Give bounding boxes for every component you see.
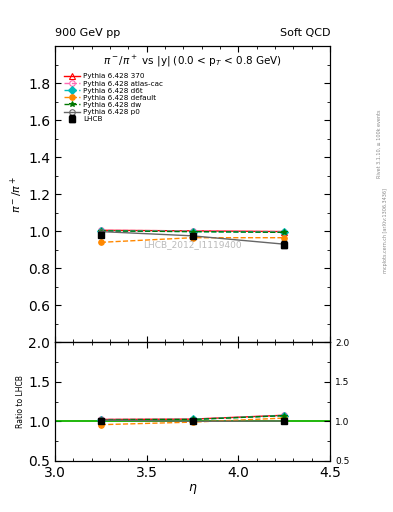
Pythia 6.428 default xyxy=(99,239,103,245)
Line: Pythia 6.428 p0: Pythia 6.428 p0 xyxy=(98,229,287,247)
Pythia 6.428 p0 xyxy=(282,241,286,247)
Pythia 6.428 370 xyxy=(282,228,286,234)
Pythia 6.428 p0 xyxy=(190,233,195,239)
Pythia 6.428 p0 xyxy=(99,228,103,234)
Pythia 6.428 atlas-cac xyxy=(99,227,103,233)
Text: $\pi^-/\pi^+$ vs |y| (0.0 < p$_T$ < 0.8 GeV): $\pi^-/\pi^+$ vs |y| (0.0 < p$_T$ < 0.8 … xyxy=(103,53,282,69)
Text: LHCB_2012_I1119400: LHCB_2012_I1119400 xyxy=(143,240,242,249)
Text: Soft QCD: Soft QCD xyxy=(280,28,330,38)
Line: Pythia 6.428 dw: Pythia 6.428 dw xyxy=(98,228,287,235)
Text: 900 GeV pp: 900 GeV pp xyxy=(55,28,120,38)
Pythia 6.428 370 xyxy=(190,228,195,234)
Pythia 6.428 370 xyxy=(99,227,103,233)
Pythia 6.428 default xyxy=(190,234,195,241)
Pythia 6.428 atlas-cac xyxy=(282,228,286,234)
Pythia 6.428 d6t xyxy=(190,228,195,234)
X-axis label: $\eta$: $\eta$ xyxy=(188,482,197,497)
Line: Pythia 6.428 atlas-cac: Pythia 6.428 atlas-cac xyxy=(98,227,287,234)
Pythia 6.428 dw xyxy=(190,228,195,234)
Pythia 6.428 d6t xyxy=(99,228,103,234)
Y-axis label: Ratio to LHCB: Ratio to LHCB xyxy=(17,375,26,428)
Pythia 6.428 atlas-cac xyxy=(190,228,195,234)
Line: Pythia 6.428 default: Pythia 6.428 default xyxy=(98,235,287,245)
Line: Pythia 6.428 370: Pythia 6.428 370 xyxy=(98,227,287,234)
Line: Pythia 6.428 d6t: Pythia 6.428 d6t xyxy=(98,228,287,235)
Pythia 6.428 dw xyxy=(282,229,286,236)
Text: mcplots.cern.ch [arXiv:1306.3436]: mcplots.cern.ch [arXiv:1306.3436] xyxy=(383,188,387,273)
Text: Rivet 3.1.10, ≥ 100k events: Rivet 3.1.10, ≥ 100k events xyxy=(377,109,382,178)
Pythia 6.428 default xyxy=(282,234,286,241)
Legend: Pythia 6.428 370, Pythia 6.428 atlas-cac, Pythia 6.428 d6t, Pythia 6.428 default: Pythia 6.428 370, Pythia 6.428 atlas-cac… xyxy=(61,71,166,125)
Pythia 6.428 dw xyxy=(99,228,103,234)
Y-axis label: $\pi^-/\pi^+$: $\pi^-/\pi^+$ xyxy=(9,176,25,213)
Pythia 6.428 d6t xyxy=(282,229,286,236)
